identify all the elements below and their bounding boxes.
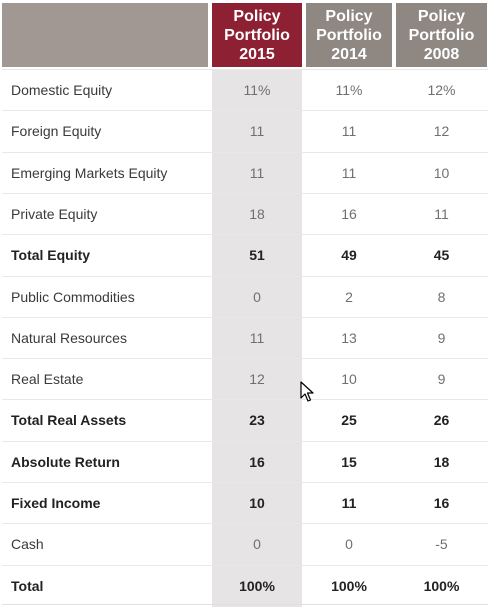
value-2008: 45 xyxy=(433,247,450,264)
value-2014: 2 xyxy=(345,288,353,305)
table-row: Domestic Equity 11% 11% 12% xyxy=(2,69,488,111)
table-header: Policy Portfolio 2015 Policy Portfolio 2… xyxy=(0,0,490,69)
value-2015: 23 xyxy=(212,400,302,442)
row-label: Total xyxy=(11,577,44,594)
row-label: Absolute Return xyxy=(11,453,120,470)
table-row: Natural Resources 11 13 9 xyxy=(2,316,488,359)
value-2008: -5 xyxy=(435,536,448,553)
table-row: Emerging Markets Equity 11 11 10 xyxy=(2,151,488,194)
value-2008: 10 xyxy=(433,164,450,181)
value-2008: 11 xyxy=(434,205,449,222)
table-row: Foreign Equity 11 11 12 xyxy=(2,110,488,153)
value-2014: 11 xyxy=(341,123,357,140)
value-2008: 12% xyxy=(427,82,456,98)
value-2008: 26 xyxy=(433,412,450,429)
table-bottom-border xyxy=(2,604,488,605)
value-2015: 11% xyxy=(212,70,302,111)
value-2014: 0 xyxy=(345,536,353,553)
value-2014: 25 xyxy=(341,412,357,429)
table-row: Public Commodities 0 2 8 xyxy=(2,275,488,318)
header-2008: Policy Portfolio 2008 xyxy=(396,3,487,67)
table-row: Private Equity 18 16 11 xyxy=(2,192,488,235)
table-row: Fixed Income 10 11 16 xyxy=(2,482,488,524)
row-label: Foreign Equity xyxy=(11,123,102,140)
table-row: Total 100% 100% 100% xyxy=(2,564,488,607)
value-2014: 13 xyxy=(341,329,357,346)
value-2015: 0 xyxy=(212,276,302,318)
value-2014: 11 xyxy=(341,164,357,181)
value-2008: 9 xyxy=(437,329,446,346)
header-2008-text: Policy Portfolio 2008 xyxy=(408,7,475,63)
row-label: Public Commodities xyxy=(11,288,135,305)
value-2008: 9 xyxy=(437,371,446,388)
header-2015-text: Policy Portfolio 2015 xyxy=(224,7,290,63)
value-2014: 100% xyxy=(331,577,367,594)
value-2015: 51 xyxy=(212,235,302,277)
header-2014: Policy Portfolio 2014 xyxy=(306,3,392,67)
table-row: Cash 0 0 -5 xyxy=(2,523,488,566)
table-row: Total Real Assets 23 25 26 xyxy=(2,399,488,442)
row-label: Domestic Equity xyxy=(11,82,113,98)
value-2014: 11 xyxy=(341,495,357,511)
value-2014: 10 xyxy=(341,371,357,388)
value-2008: 100% xyxy=(423,577,460,594)
header-2015: Policy Portfolio 2015 xyxy=(212,3,302,67)
table-row: Total Equity 51 49 45 xyxy=(2,234,488,277)
value-2015: 18 xyxy=(212,193,302,235)
value-2015: 100% xyxy=(212,565,302,607)
value-2014: 11% xyxy=(335,82,363,98)
header-2014-text: Policy Portfolio 2014 xyxy=(316,7,382,63)
value-2014: 49 xyxy=(341,247,357,264)
value-2015: 11 xyxy=(212,111,302,153)
value-2015: 11 xyxy=(212,317,302,359)
row-label: Real Estate xyxy=(11,371,84,388)
row-label: Private Equity xyxy=(11,205,98,222)
value-2008: 16 xyxy=(433,495,450,511)
table-row: Absolute Return 16 15 18 xyxy=(2,440,488,483)
table-row: Real Estate 12 10 9 xyxy=(2,358,488,401)
value-2015: 12 xyxy=(212,359,302,401)
value-2015: 0 xyxy=(212,524,302,566)
header-label-cell xyxy=(2,3,208,67)
row-label: Fixed Income xyxy=(11,495,101,511)
value-2014: 16 xyxy=(341,205,357,222)
row-label: Cash xyxy=(11,536,44,553)
row-label: Total Real Assets xyxy=(11,412,127,429)
value-2015: 10 xyxy=(212,483,302,524)
value-2015: 11 xyxy=(212,152,302,194)
value-2008: 12 xyxy=(433,123,450,140)
value-2014: 15 xyxy=(341,453,357,470)
mouse-pointer-icon xyxy=(300,381,314,402)
value-2008: 8 xyxy=(437,288,446,305)
row-label: Total Equity xyxy=(11,247,91,264)
row-label: Natural Resources xyxy=(11,329,127,346)
value-2008: 18 xyxy=(433,453,450,470)
row-label: Emerging Markets Equity xyxy=(11,164,168,181)
value-2015: 16 xyxy=(212,441,302,483)
